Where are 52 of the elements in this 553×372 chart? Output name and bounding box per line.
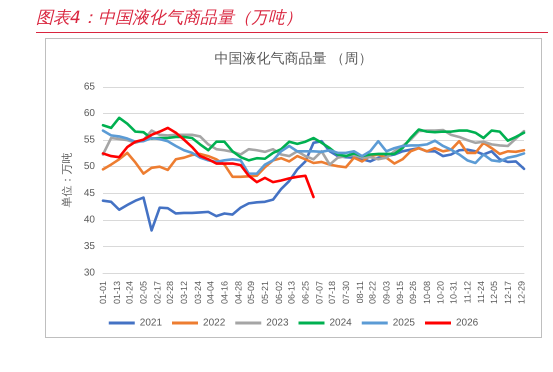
y-tick-label: 35 <box>84 240 96 252</box>
line-series <box>102 116 526 162</box>
x-tick-label: 10-08 <box>422 281 432 304</box>
x-tick-label: 12-29 <box>516 281 527 304</box>
y-tick-label: 65 <box>84 82 96 92</box>
x-tick-label: 09-03 <box>381 281 392 304</box>
x-tick-label: 05-09 <box>246 281 256 304</box>
x-tick-label: 08-22 <box>367 281 378 304</box>
y-tick-label: 45 <box>84 188 96 199</box>
y-tick-label: 40 <box>84 214 96 226</box>
x-tick-label: 04-04 <box>206 281 216 304</box>
y-tick-label: 30 <box>84 268 96 278</box>
x-tick-label: 06-02 <box>274 281 284 304</box>
x-tick-label: 02-05 <box>138 281 148 304</box>
x-tick-label: 03-24 <box>192 281 203 304</box>
x-tick-label: 12-05 <box>488 281 499 304</box>
x-tick-label: 02-17 <box>152 281 162 304</box>
x-tick-label: 11-12 <box>462 281 472 304</box>
x-tick-label: 01-13 <box>112 281 122 304</box>
x-tick-label: 02-28 <box>165 281 176 304</box>
x-tick-label: 07-30 <box>340 281 351 304</box>
x-tick-label: 09-26 <box>408 281 418 304</box>
x-tick-label: 05-21 <box>260 281 270 304</box>
line-series <box>102 129 526 175</box>
y-tick-label: 55 <box>84 134 96 146</box>
chart-title: 图表4：中国液化气商品量（万吨） <box>36 4 548 33</box>
legend-label: 2022 <box>203 318 226 328</box>
x-tick-label: 01-01 <box>98 281 108 304</box>
x-tick-label: 04-16 <box>219 281 230 304</box>
x-tick-label: 07-07 <box>314 281 324 304</box>
chart-subtitle: 中国液化气商品量 （周） <box>214 51 373 67</box>
x-tick-label: 10-20 <box>436 281 446 304</box>
x-tick-label: 11-24 <box>476 281 486 304</box>
legend-label: 2023 <box>266 318 289 328</box>
line-series <box>102 126 315 198</box>
x-tick-label: 03-12 <box>178 281 189 304</box>
x-tick-label: 06-25 <box>300 281 310 304</box>
x-tick-label: 12-17 <box>502 281 513 304</box>
legend-label: 2025 <box>392 318 416 328</box>
x-tick-label: 08-11 <box>354 281 365 304</box>
y-tick-label: 60 <box>84 108 96 120</box>
x-tick-label: 06-13 <box>286 281 297 304</box>
x-tick-label: 04-28 <box>233 281 244 304</box>
x-tick-label: 07-18 <box>327 281 338 304</box>
y-tick-label: 50 <box>84 161 96 172</box>
legend-label: 2021 <box>140 318 162 328</box>
legend-label: 2026 <box>456 318 479 328</box>
x-tick-label: 09-15 <box>395 281 406 304</box>
x-tick-label: 01-24 <box>124 281 135 304</box>
x-tick-label: 10-31 <box>448 281 458 304</box>
legend-label: 2024 <box>330 318 352 328</box>
y-axis-title: 单位：万吨 <box>60 152 74 208</box>
